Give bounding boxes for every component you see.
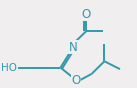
Text: O: O bbox=[81, 8, 91, 21]
Text: O: O bbox=[72, 74, 81, 87]
Text: HO: HO bbox=[2, 63, 18, 73]
Text: N: N bbox=[69, 41, 78, 54]
